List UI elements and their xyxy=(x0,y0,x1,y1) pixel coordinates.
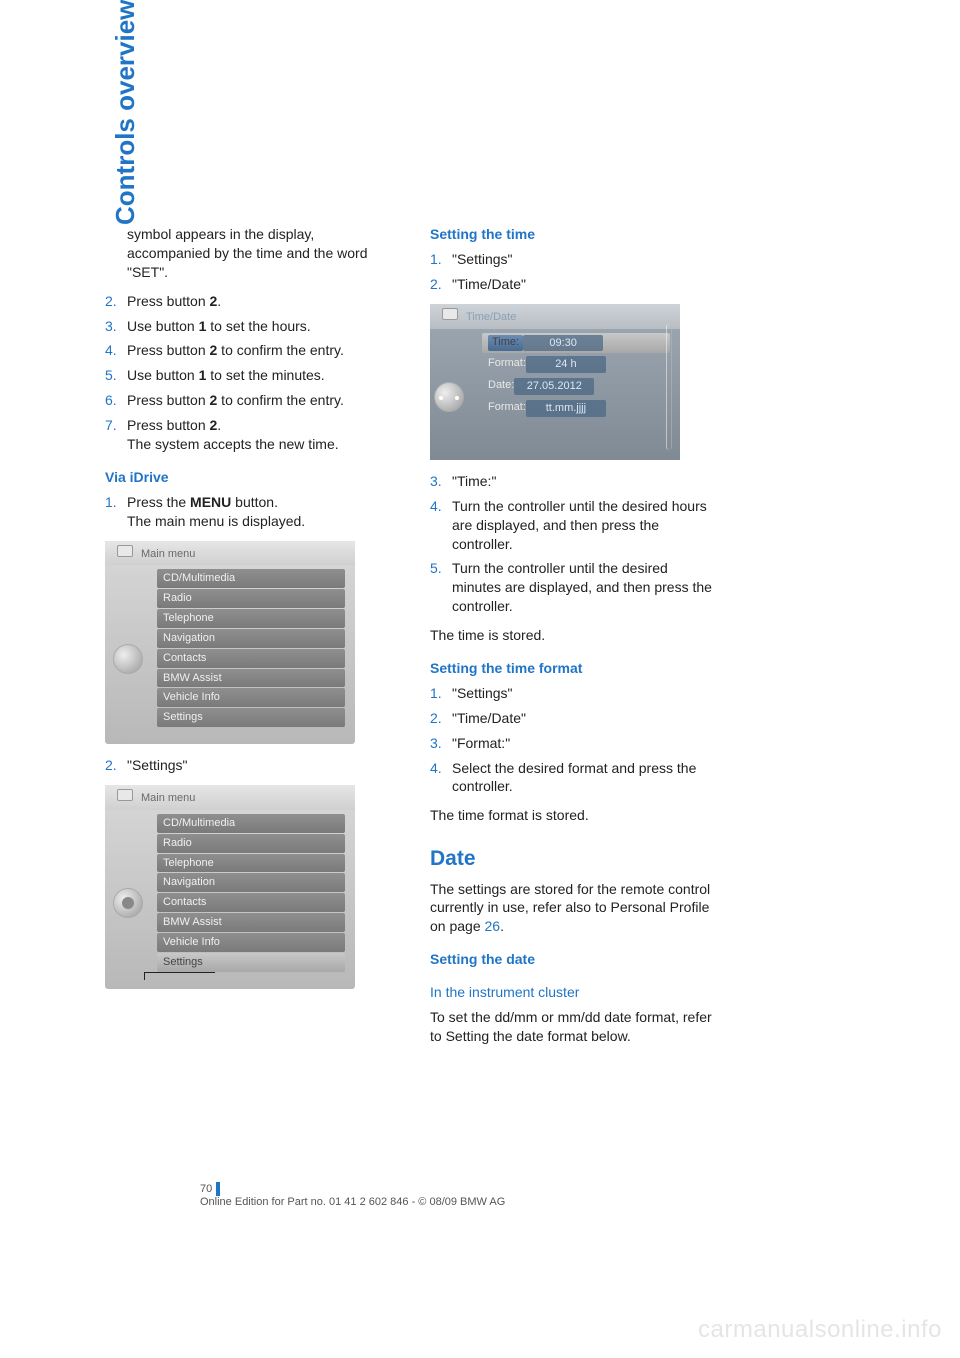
step-text: "Time:" xyxy=(452,472,715,491)
page-footer: 70 Online Edition for Part no. 01 41 2 6… xyxy=(200,1182,505,1208)
idrive-menu-item: Navigation xyxy=(157,873,345,892)
body-text: The time is stored. xyxy=(430,626,715,645)
heading-setting-date: Setting the date xyxy=(430,950,715,969)
step-num: 7. xyxy=(105,416,127,454)
controller-knob-icon xyxy=(434,382,464,412)
step-text: "Time/Date" xyxy=(452,709,715,728)
idrive-menu-item: CD/Multimedia xyxy=(157,814,345,833)
clock-icon xyxy=(442,308,458,320)
heading-setting-time-format: Setting the time format xyxy=(430,659,715,678)
timedate-row: Format:24 h xyxy=(482,354,670,375)
controller-knob-icon xyxy=(113,888,143,918)
step-num: 2. xyxy=(105,292,127,311)
idrive-menu-item: CD/Multimedia xyxy=(157,569,345,588)
step-text: Press button 2. xyxy=(127,292,390,311)
body-text: The settings are stored for the remote c… xyxy=(430,880,715,937)
step-num: 1. xyxy=(105,493,127,531)
idrive-screenshot-time-date: Time/Date Time:09:30Format:24 hDate:27.0… xyxy=(430,304,680,460)
idrive-menu-item: Vehicle Info xyxy=(157,688,345,707)
step-num: 4. xyxy=(105,341,127,360)
step-num: 3. xyxy=(105,317,127,336)
watermark: carmanualsonline.info xyxy=(698,1316,942,1344)
step-num xyxy=(105,225,127,282)
step-num: 1. xyxy=(430,250,452,269)
intro-text: symbol appears in the display, accompani… xyxy=(127,225,390,282)
step-text: "Settings" xyxy=(127,756,390,775)
step-text: Turn the controller until the desired mi… xyxy=(452,559,715,616)
timedate-row: Format:tt.mm.jjjj xyxy=(482,398,670,419)
idrive-menu-item: Radio xyxy=(157,834,345,853)
step-num: 4. xyxy=(430,497,452,554)
idrive-menu-item: BMW Assist xyxy=(157,913,345,932)
left-column: symbol appears in the display, accompani… xyxy=(105,225,390,1054)
step-text: Use button 1 to set the hours. xyxy=(127,317,390,336)
body-text: To set the dd/mm or mm/dd date format, r… xyxy=(430,1008,715,1046)
step-text: "Settings" xyxy=(452,250,715,269)
step-text: "Time/Date" xyxy=(452,275,715,294)
heading-setting-time: Setting the time xyxy=(430,225,715,244)
step-text: Turn the controller until the desired ho… xyxy=(452,497,715,554)
step-num: 3. xyxy=(430,472,452,491)
step-num: 2. xyxy=(105,756,127,775)
controller-knob-icon xyxy=(113,644,143,674)
idrive-menu-item: Contacts xyxy=(157,649,345,668)
pointer-line xyxy=(145,972,215,973)
idrive-menu-item: Vehicle Info xyxy=(157,933,345,952)
step-text: Use button 1 to set the minutes. xyxy=(127,366,390,385)
menu-icon xyxy=(117,789,133,801)
page-link-26[interactable]: 26 xyxy=(485,918,501,934)
heading-date: Date xyxy=(430,845,715,873)
step-text: Select the desired format and press the … xyxy=(452,759,715,797)
step-text: "Format:" xyxy=(452,734,715,753)
idrive-menu-item: Navigation xyxy=(157,629,345,648)
step-num: 4. xyxy=(430,759,452,797)
step-num: 5. xyxy=(105,366,127,385)
right-column: Setting the time 1."Settings"2."Time/Dat… xyxy=(430,225,715,1054)
step-num: 1. xyxy=(430,684,452,703)
step-text: "Settings" xyxy=(452,684,715,703)
step-text: Press the MENU button. The main menu is … xyxy=(127,493,390,531)
heading-via-idrive: Via iDrive xyxy=(105,468,390,487)
idrive-screenshot-main-menu: Main menu CD/MultimediaRadioTelephoneNav… xyxy=(105,541,355,745)
step-num: 2. xyxy=(430,709,452,728)
page-content: symbol appears in the display, accompani… xyxy=(105,225,845,1054)
step-num: 3. xyxy=(430,734,452,753)
footer-line: Online Edition for Part no. 01 41 2 602 … xyxy=(200,1196,505,1208)
side-tab-label: Controls overview xyxy=(110,0,141,225)
idrive-menu-item: Telephone xyxy=(157,854,345,873)
idrive-menu-item: BMW Assist xyxy=(157,669,345,688)
timedate-row: Date:27.05.2012 xyxy=(482,376,670,397)
body-text: The time format is stored. xyxy=(430,806,715,825)
step-num: 5. xyxy=(430,559,452,616)
idrive-menu-item: Settings xyxy=(157,953,345,972)
idrive-menu-item: Radio xyxy=(157,589,345,608)
idrive-menu-item: Contacts xyxy=(157,893,345,912)
step-text: Press button 2 to confirm the entry. xyxy=(127,341,390,360)
step-text: Press button 2 to confirm the entry. xyxy=(127,391,390,410)
idrive-menu-item: Settings xyxy=(157,708,345,727)
menu-icon xyxy=(117,545,133,557)
timedate-row: Time:09:30 xyxy=(482,333,670,354)
idrive-screenshot-main-menu-settings: Main menu CD/MultimediaRadioTelephoneNav… xyxy=(105,785,355,989)
step-num: 6. xyxy=(105,391,127,410)
heading-in-cluster: In the instrument cluster xyxy=(430,983,715,1002)
step-num: 2. xyxy=(430,275,452,294)
idrive-menu-item: Telephone xyxy=(157,609,345,628)
step-text: Press button 2.The system accepts the ne… xyxy=(127,416,390,454)
